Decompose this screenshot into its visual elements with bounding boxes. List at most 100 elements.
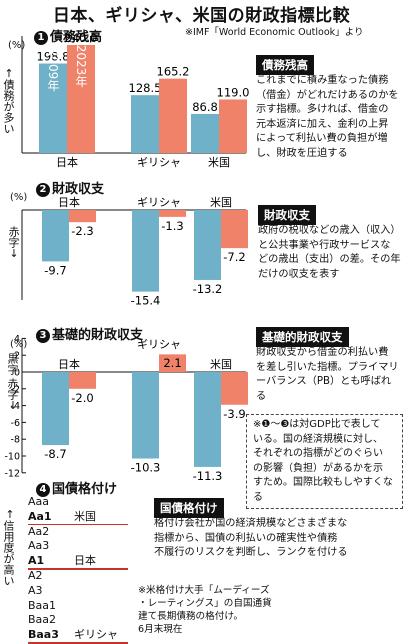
s3-value-label: -11.3 <box>193 469 223 483</box>
s2-desc-line: 政府の税収などの歳入（収入） <box>258 225 401 236</box>
s3-category-label: ギリシャ <box>137 338 181 351</box>
s3-desc: 財政収支から借金の利払い費 を差し引いた指標。プライマリ ーバランス（PB）とも呼ば… <box>256 346 401 404</box>
number-2-icon: 2 <box>36 183 50 197</box>
s3-category-label: 米国 <box>210 358 232 371</box>
section2-title-text: 財政収支 <box>52 182 105 197</box>
section1-title: 1 債務残高 <box>34 26 102 45</box>
s1-desc-line: （借金）がどれだけあるのかを <box>256 89 399 101</box>
s2-value-label: -7.2 <box>223 250 245 264</box>
rating-baa2: Baa2 <box>28 613 59 628</box>
s3-bar-2009-2 <box>194 372 221 467</box>
s3-note-line: いる。国の経済規模に対し、 <box>253 433 383 445</box>
s3-axis-note-top: 黒字 <box>6 353 19 375</box>
number-1-icon: 1 <box>34 31 48 45</box>
s3-bar-2009-1 <box>132 372 159 459</box>
s3-category-label: 日本 <box>58 357 80 371</box>
s1-bar-2009-2 <box>191 113 219 153</box>
s1-axis-note-text: 債務が多い <box>2 79 15 134</box>
s1-unit: (%) <box>8 40 26 51</box>
s1-value-label: 86.8 <box>192 100 218 114</box>
s1-value-label: 165.2 <box>157 65 190 79</box>
s1-category-label: ギリシャ <box>137 156 181 169</box>
rating-aa3: Aa3 <box>28 539 59 554</box>
s3-value-label: -8.7 <box>44 447 66 461</box>
s3-ytick-label: -8 <box>11 435 20 446</box>
s1-bar-2009-0 <box>39 63 67 153</box>
section3-title-text: 基礎的財政収支 <box>52 328 144 343</box>
s3-ytick-label: 2 <box>14 351 20 362</box>
s1-desc-line: 元本返済に加え、金利の上昇 <box>256 118 389 130</box>
rating-marker-country: 日本 <box>74 554 96 568</box>
rating-aaa: Aaa <box>28 495 59 510</box>
s4-footnote-line: ※米格付け大手「ムーディーズ <box>138 585 270 596</box>
s3-ytick-label: -10 <box>4 452 20 463</box>
s4-desc-line: 不履行のリスクを判断し、ランクを付ける <box>154 547 348 559</box>
up-arrow-icon-2: ↑ <box>5 508 15 521</box>
s3-ytick-label: -12 <box>4 468 20 479</box>
rating-baa3: Baa3 ギリシャ <box>28 628 128 644</box>
down-arrow-icon: ↓ <box>9 247 19 260</box>
s2-bar-2023-2 <box>221 210 248 249</box>
rating-a2: A2 <box>28 569 59 584</box>
s1-category-label: 日本 <box>56 155 78 169</box>
s2-axis-note-text: 赤字 <box>7 226 20 248</box>
s1-value-label: 240.0 <box>65 31 98 45</box>
s3-bar-2009-0 <box>42 372 69 446</box>
s3-axis-note-bottom: 赤字 ↓ <box>6 378 19 411</box>
s3-desc-line: 財政収支から借金の利払い費 <box>256 347 389 358</box>
s3-bar-2023-1 <box>159 354 186 372</box>
s1-box-title: 債務残高 <box>256 55 314 75</box>
s2-category-label: 日本 <box>58 195 80 209</box>
s2-desc-line: どの歳出（支出）の差。その年 <box>258 254 401 266</box>
number-4-icon: 4 <box>36 483 50 497</box>
s3-desc-line: ーバランス（PB）とも呼ばれる <box>256 376 392 402</box>
main-title: 日本、ギリシャ、米国の財政指標比較 <box>52 6 351 26</box>
section2-title: 2 財政収支 <box>36 178 104 197</box>
s2-value-label: -9.7 <box>44 263 66 277</box>
rating-aa2: Aa2 <box>28 525 59 540</box>
rating-label: Aa1 <box>28 509 52 523</box>
up-arrow-icon: ↑ <box>4 67 14 80</box>
s3-axis-note-bottom-text: 赤字 <box>6 378 19 400</box>
s1-desc: これまでに積み重なった債務 （借金）がどれだけあるのかを 示す指標。多ければ、借金の… <box>256 74 401 162</box>
s3-axis-note-top-text: 黒字 <box>6 353 19 375</box>
s3-value-label: 2.1 <box>163 356 181 370</box>
section4-title-text: 国債格付け <box>52 482 118 497</box>
s3-unit: (%) <box>10 339 28 350</box>
s2-desc-line: だけの収支を表す <box>258 268 340 280</box>
s1-series-label-2023: 2023年 <box>74 45 88 88</box>
s2-value-label: -15.4 <box>131 294 161 308</box>
rating-a1: A1 日本 <box>28 554 128 570</box>
s2-category-label: 米国 <box>210 196 232 209</box>
s1-bar-2009-1 <box>131 95 159 153</box>
s3-box-title: 基礎的財政収支 <box>256 327 349 347</box>
source-note: ※IMF「World Economic Outlook」より <box>185 27 364 38</box>
s2-value-label: -2.3 <box>71 224 93 238</box>
rating-label: A1 <box>28 554 45 568</box>
s3-ytick-label: 4 <box>14 334 20 345</box>
s3-bar-2023-0 <box>69 372 96 389</box>
s3-value-label: -2.0 <box>71 391 93 405</box>
rating-label: Aa3 <box>28 539 50 553</box>
rating-label: A2 <box>28 568 43 582</box>
s3-note-line: すため。国際比較もしやすくなる <box>253 477 393 503</box>
rating-label: A3 <box>28 583 43 597</box>
s2-desc: 政府の税収などの歳入（収入） と公共事業や行政サービスな どの歳出（支出）の差。その… <box>258 224 401 282</box>
s2-bar-2023-1 <box>159 210 186 217</box>
s1-desc-line: これまでに積み重なった債務 <box>256 75 389 86</box>
rating-marker-line <box>28 523 128 526</box>
s3-ytick-label: -6 <box>11 418 20 429</box>
rating-label: Baa2 <box>28 613 57 627</box>
s3-note-line: の影響（負担）があるかを示 <box>253 462 383 474</box>
s1-value-label: 198.8 <box>37 50 70 64</box>
rating-marker-country: ギリシャ <box>74 628 118 642</box>
s1-category-label: 米国 <box>208 156 230 169</box>
s1-value-label: 128.5 <box>129 81 162 95</box>
s3-value-label: -10.3 <box>131 461 161 475</box>
s2-bar-2023-0 <box>69 210 96 223</box>
s3-note: ※❶〜❸は対GDP比で表して いる。国の経済規模に対し、 それぞれの指標がどのぐらい… <box>246 414 403 509</box>
s4-desc-line: 格付け会社が国の経済規模などさまざまな <box>154 518 348 529</box>
number-3-icon: 3 <box>36 329 50 343</box>
s2-bar-2009-1 <box>132 210 159 292</box>
